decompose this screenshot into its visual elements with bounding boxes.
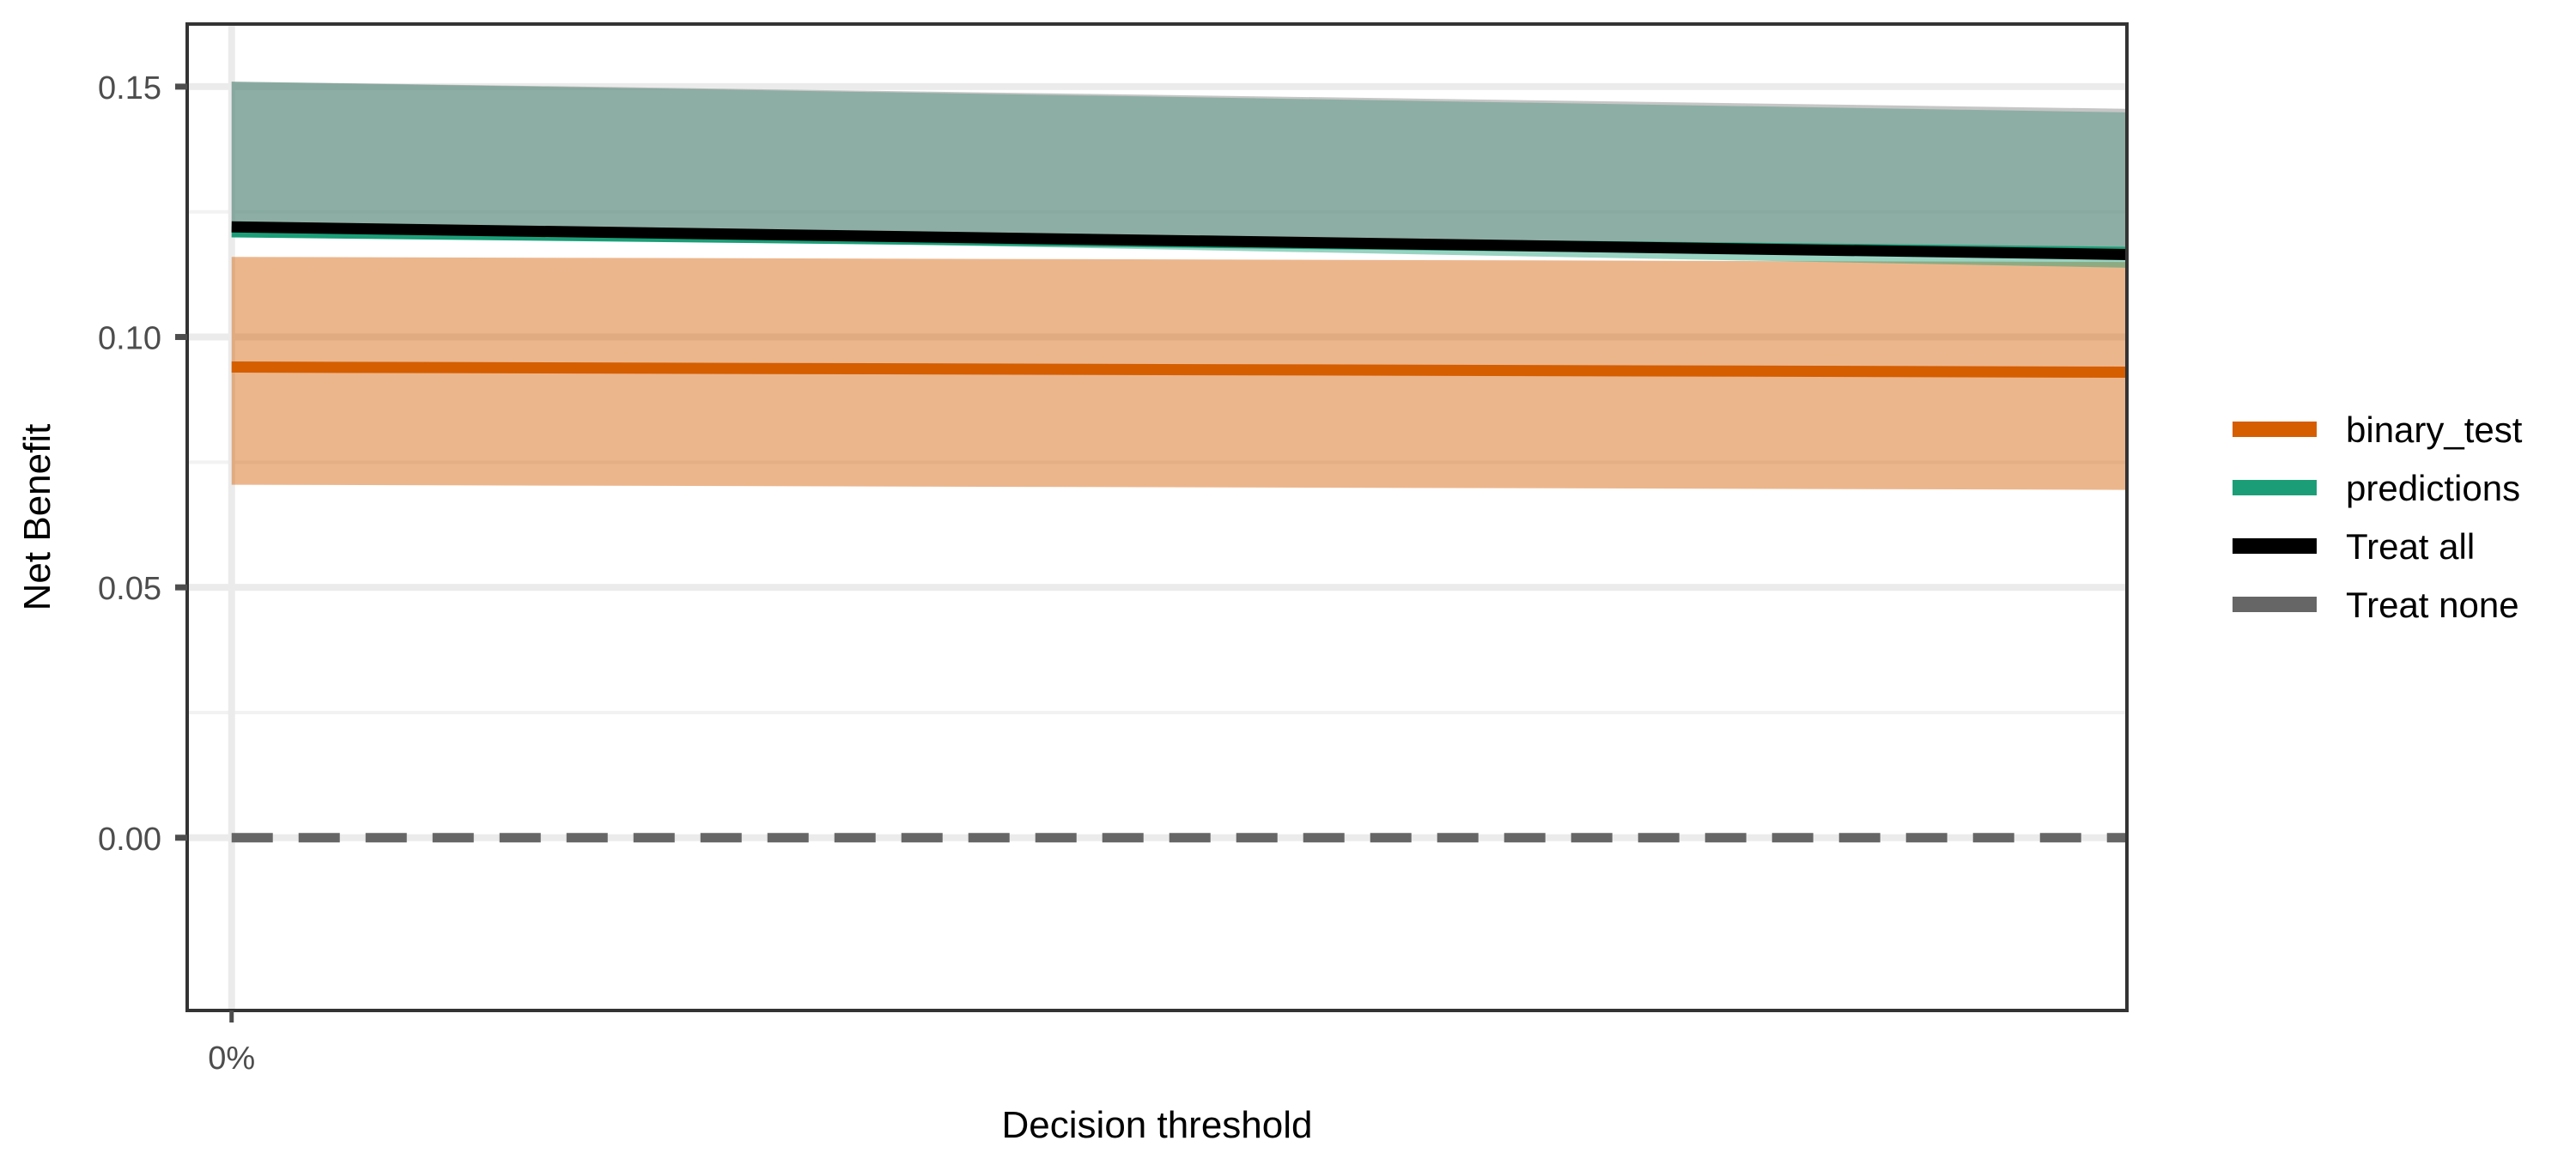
legend: binary_test predictions Treat all Treat non… xyxy=(2233,410,2523,625)
y-tick-label: 0.15 xyxy=(98,70,161,106)
legend-label: predictions xyxy=(2346,468,2520,508)
legend-item[interactable]: binary_test xyxy=(2233,410,2523,450)
confidence-band-treat-all xyxy=(231,82,2127,255)
legend-item[interactable]: predictions xyxy=(2233,468,2520,508)
legend-item[interactable]: Treat all xyxy=(2233,526,2475,567)
y-tick-label: 0.05 xyxy=(98,571,161,607)
confidence-bands xyxy=(231,82,2127,490)
plot-panel-background xyxy=(187,24,2127,1010)
legend-key-predictions xyxy=(2233,480,2317,495)
legend-item[interactable]: Treat none xyxy=(2233,585,2519,625)
x-axis-title: Decision threshold xyxy=(1002,1104,1313,1146)
legend-key-binary-test xyxy=(2233,422,2317,437)
legend-key-treat-all xyxy=(2233,538,2317,554)
y-axis-title: Net Benefit xyxy=(16,424,58,611)
confidence-band-predictions xyxy=(231,82,2127,268)
y-axis-ticks: 0.00 0.05 0.10 0.15 xyxy=(98,70,187,858)
y-tick-label: 0.10 xyxy=(98,321,161,357)
legend-label: Treat all xyxy=(2346,526,2475,567)
legend-key-treat-none xyxy=(2233,597,2317,612)
x-axis-ticks: 0%10%20%30%40%50% xyxy=(208,1010,255,1077)
legend-label: binary_test xyxy=(2346,410,2523,450)
plot-panel-border xyxy=(185,22,2129,1012)
legend-label: Treat none xyxy=(2346,585,2519,625)
y-tick-label: 0.00 xyxy=(98,822,161,858)
grid-minor xyxy=(187,209,2127,714)
x-tick-label: 0% xyxy=(208,1041,255,1077)
